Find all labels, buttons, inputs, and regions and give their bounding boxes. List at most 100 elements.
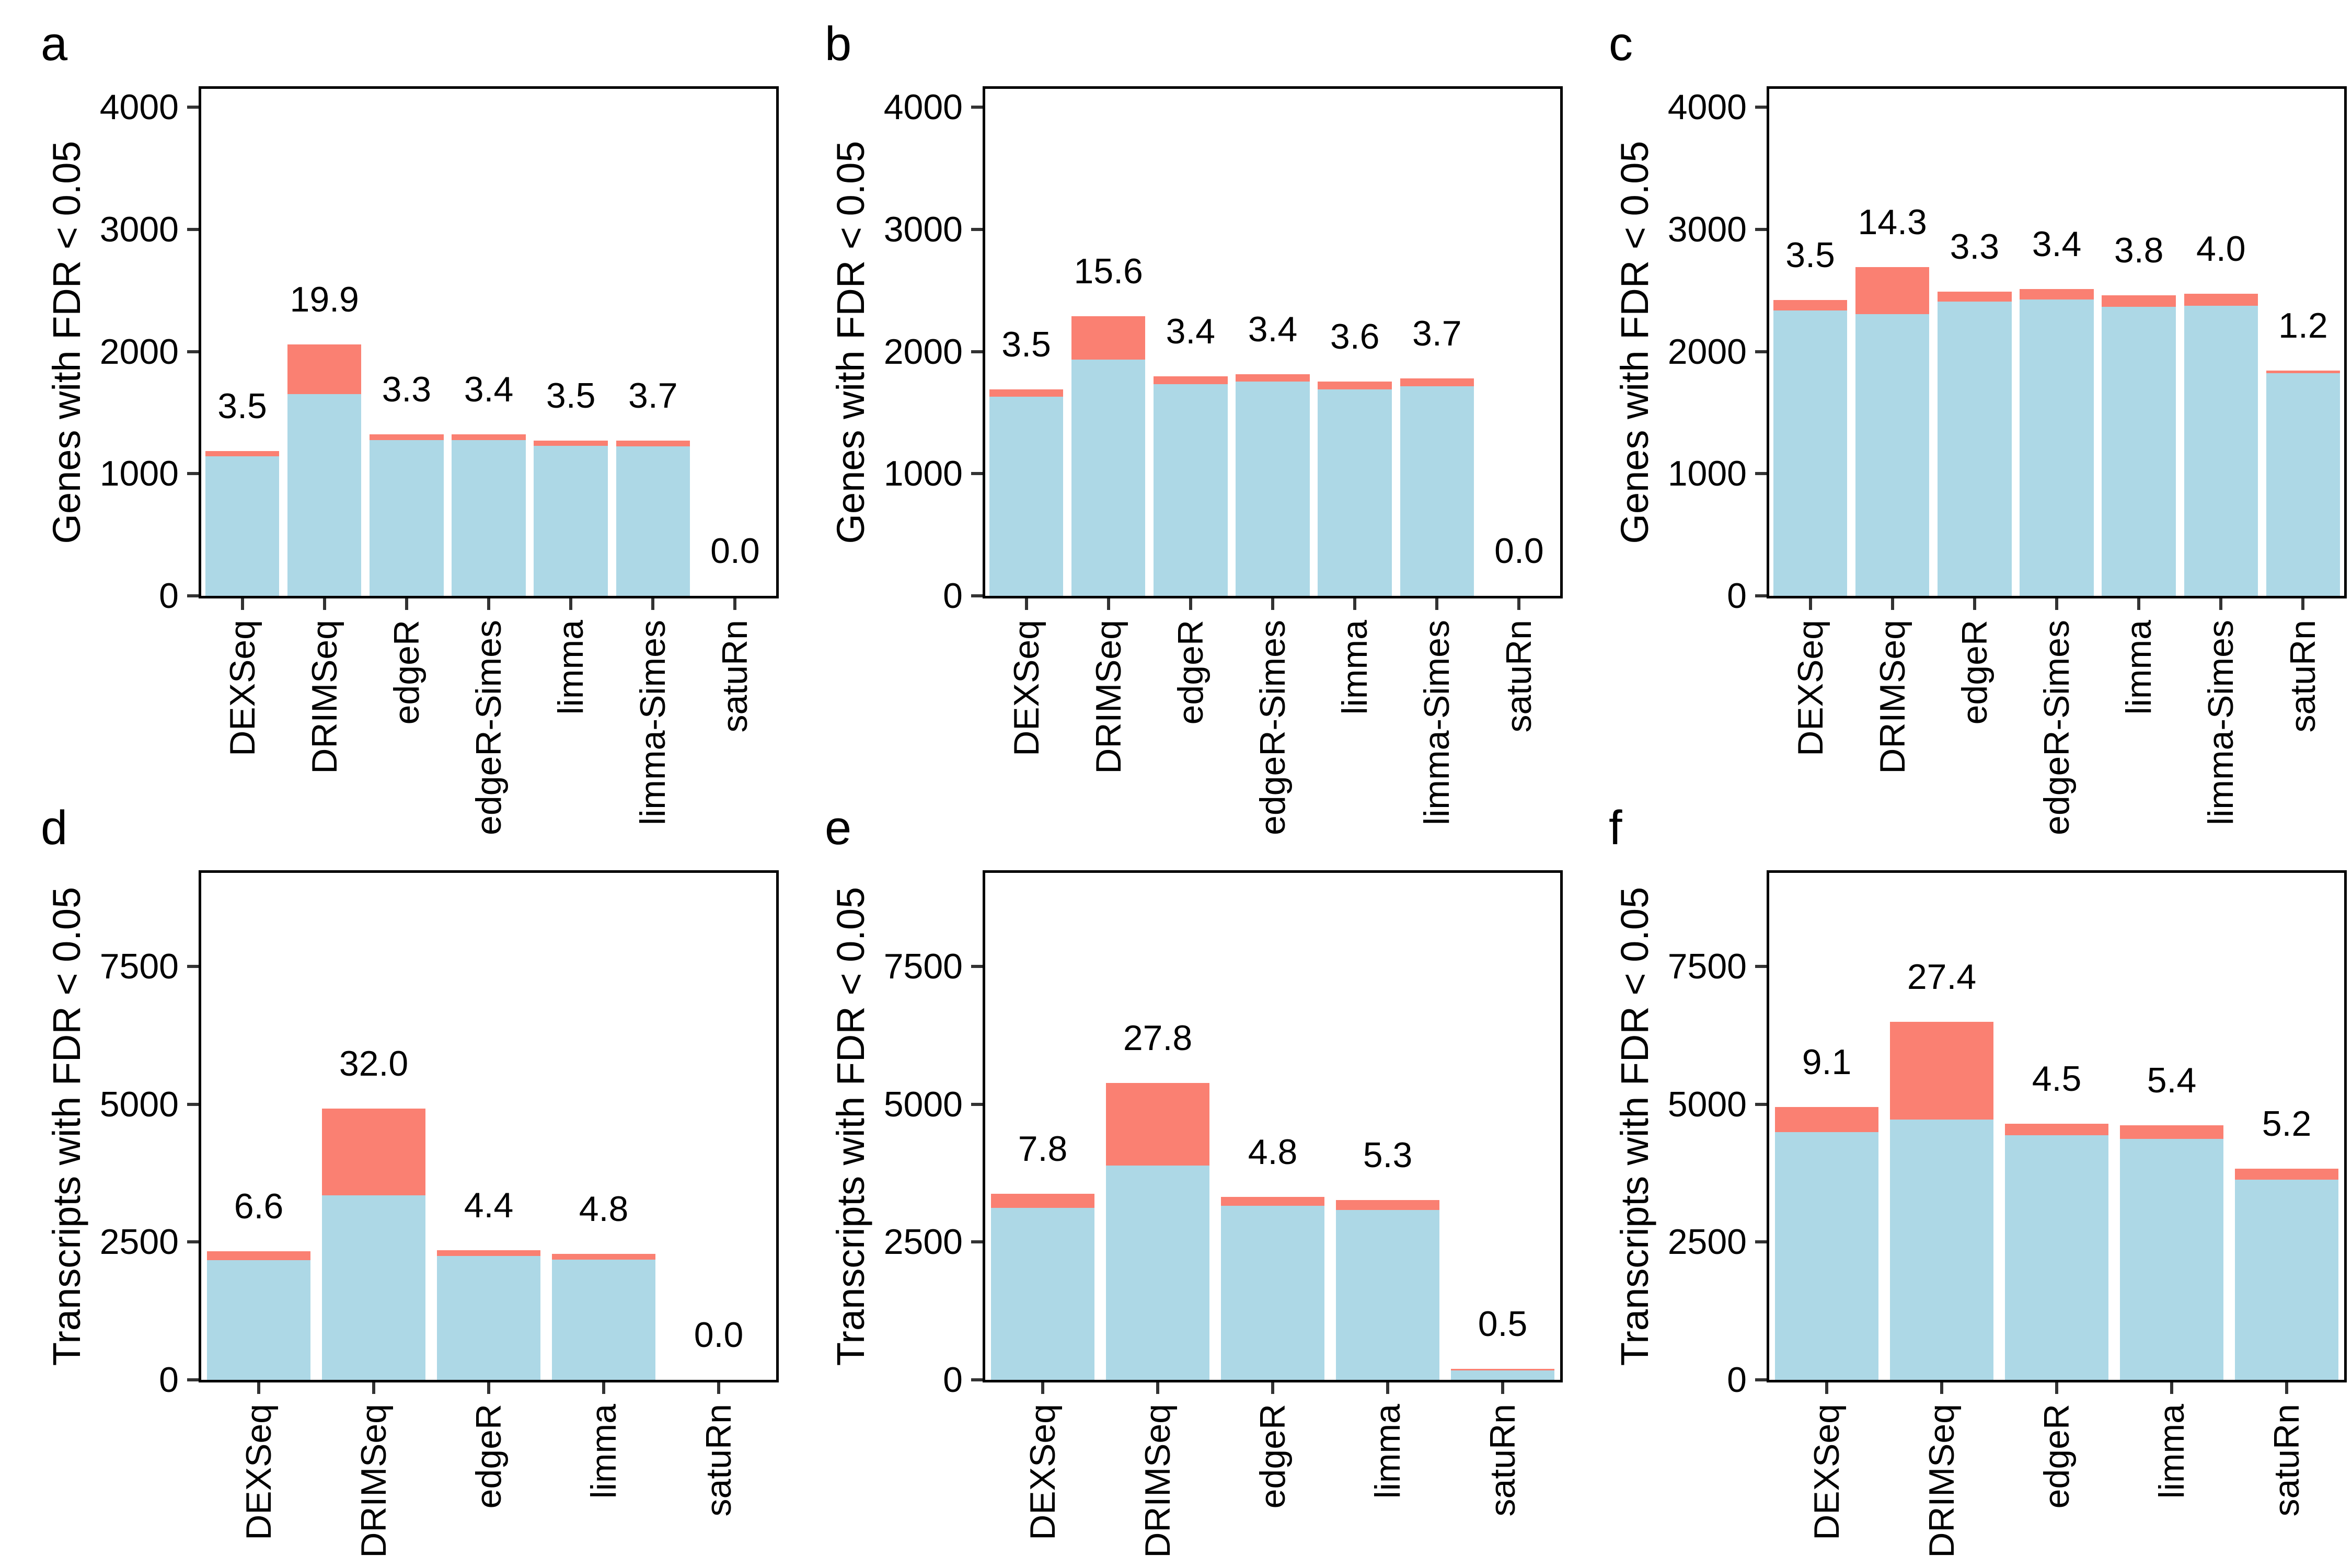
bar-segment-base — [1221, 1205, 1324, 1380]
x-category-label: DRIMSeq — [304, 620, 344, 774]
x-category-label: satuRn — [1483, 1404, 1523, 1517]
bar-value-label: 3.5 — [1001, 324, 1051, 364]
x-tick-mark — [2055, 1382, 2058, 1394]
bar-value-label: 6.6 — [234, 1186, 284, 1227]
y-tick-label: 0 — [1727, 576, 1747, 616]
y-tick-label: 2500 — [883, 1222, 963, 1262]
bar-segment-base — [1318, 389, 1392, 596]
bar-segment-overlap — [452, 434, 526, 440]
bar-value-label: 4.0 — [2196, 228, 2246, 269]
bar-segment-base — [2020, 299, 2094, 596]
bar-segment-base — [2120, 1139, 2223, 1380]
y-tick-mark — [187, 1378, 199, 1381]
x-tick-mark — [1517, 598, 1521, 610]
bar-value-label: 32.0 — [339, 1044, 409, 1084]
x-tick-mark — [487, 598, 490, 610]
y-tick-mark — [1755, 106, 1767, 109]
y-tick-mark — [971, 1240, 983, 1244]
x-tick-mark — [2219, 598, 2223, 610]
bar-segment-overlap — [2184, 293, 2258, 306]
y-tick-mark — [187, 965, 199, 969]
bar-segment-base — [452, 440, 526, 596]
y-tick-label: 7500 — [99, 947, 179, 987]
x-tick-mark — [372, 1382, 375, 1394]
y-tick-label: 0 — [159, 576, 179, 616]
y-tick-mark — [971, 1378, 983, 1381]
bar-value-label: 0.0 — [710, 531, 760, 571]
bar-value-label: 4.8 — [1248, 1132, 1298, 1172]
y-tick-label: 1000 — [1667, 454, 1747, 494]
bar-value-label: 4.8 — [579, 1189, 629, 1229]
y-tick-label: 5000 — [1667, 1084, 1747, 1124]
bar-value-label: 3.4 — [1248, 309, 1298, 349]
x-category-label: DEXSeq — [1006, 620, 1046, 756]
bar-value-label: 3.7 — [628, 376, 678, 416]
panel-letter-a: a — [41, 17, 68, 71]
y-tick-label: 2500 — [99, 1222, 179, 1262]
x-tick-mark — [1024, 598, 1028, 610]
y-tick-mark — [187, 594, 199, 597]
x-category-label: DEXSeq — [1790, 620, 1830, 756]
y-tick-mark — [1755, 1378, 1767, 1381]
bar-segment-base — [2266, 373, 2341, 596]
bar-segment-overlap — [1451, 1368, 1554, 1371]
x-category-label: limma — [1335, 620, 1375, 715]
y-tick-label: 2000 — [99, 331, 179, 372]
bar-segment-overlap — [1318, 381, 1392, 389]
bar-value-label: 3.8 — [2114, 230, 2164, 270]
bar-segment-base — [1336, 1209, 1439, 1380]
bar-segment-overlap — [1336, 1200, 1439, 1210]
bar-segment-overlap — [1775, 1107, 1878, 1132]
x-tick-mark — [1271, 598, 1274, 610]
x-tick-mark — [1353, 598, 1357, 610]
x-category-label: DRIMSeq — [354, 1404, 394, 1558]
x-tick-mark — [257, 1382, 260, 1394]
y-tick-mark — [187, 1102, 199, 1106]
x-tick-mark — [2170, 1382, 2173, 1394]
bar-value-label: 0.5 — [1478, 1304, 1528, 1344]
y-tick-mark — [1755, 1102, 1767, 1106]
bar-segment-overlap — [1106, 1082, 1209, 1166]
y-tick-label: 1000 — [99, 454, 179, 494]
x-category-label: edgeR — [1253, 1404, 1293, 1509]
panel-a: a Genes with FDR < 0.05 0 1000 2000 3000 4000 D… — [0, 0, 784, 835]
y-tick-label: 3000 — [1667, 209, 1747, 249]
y-tick-label: 4000 — [883, 87, 963, 128]
bar-segment-base — [1775, 1132, 1878, 1380]
bar-segment-overlap — [2235, 1169, 2338, 1180]
bar-value-label: 5.3 — [1363, 1135, 1413, 1175]
y-tick-label: 0 — [159, 1360, 179, 1400]
bar-segment-overlap — [205, 451, 280, 456]
x-tick-mark — [240, 598, 244, 610]
x-tick-mark — [322, 598, 326, 610]
y-tick-mark — [971, 594, 983, 597]
bar-value-label: 15.6 — [1074, 251, 1143, 291]
bar-segment-base — [1773, 310, 1848, 596]
x-tick-mark — [2285, 1382, 2288, 1394]
x-tick-mark — [1106, 598, 1110, 610]
y-tick-label: 2000 — [1667, 331, 1747, 372]
bar-segment-overlap — [1400, 378, 1474, 387]
bar-segment-overlap — [2020, 289, 2094, 300]
x-category-label: DEXSeq — [239, 1404, 279, 1540]
bar-segment-base — [2235, 1180, 2338, 1380]
y-tick-mark — [971, 472, 983, 476]
bar-segment-base — [287, 394, 362, 596]
bar-value-label: 1.2 — [2278, 305, 2328, 345]
bar-value-label: 4.5 — [2032, 1058, 2082, 1099]
y-tick-label: 1000 — [883, 454, 963, 494]
bar-segment-base — [2005, 1135, 2108, 1380]
y-tick-label: 5000 — [883, 1084, 963, 1124]
y-tick-mark — [971, 350, 983, 353]
panel-e: e Transcripts with FDR < 0.05 0 2500 5000 750… — [784, 784, 1568, 1568]
bar-value-label: 4.4 — [464, 1185, 514, 1226]
bar-segment-base — [1451, 1370, 1554, 1380]
x-category-label: DRIMSeq — [1088, 620, 1128, 774]
bar-segment-base — [1890, 1120, 1993, 1380]
bar-segment-overlap — [1071, 316, 1146, 360]
x-category-label: limma — [584, 1404, 624, 1499]
bar-segment-overlap — [991, 1193, 1094, 1208]
x-tick-mark — [2301, 598, 2305, 610]
y-tick-label: 7500 — [883, 947, 963, 987]
